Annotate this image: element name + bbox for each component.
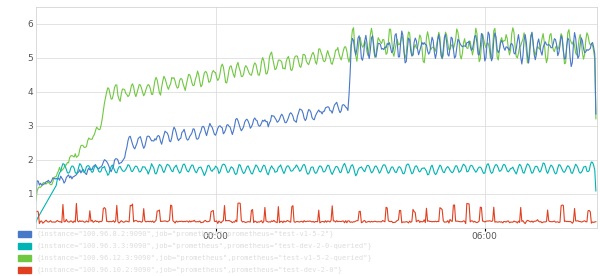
Text: {instance="100.96.12.3:9090",job="prometheus",prometheus="test-v1-5-2-queried"}: {instance="100.96.12.3:9090",job="promet… (36, 254, 372, 261)
Bar (17, 255, 31, 261)
Bar (17, 243, 31, 249)
Text: {instance="100.96.10.2:9090",job="prometheus",prometheus="test-dev-2-0"}: {instance="100.96.10.2:9090",job="promet… (36, 267, 342, 273)
Text: {instance="100.96.8.2:9090",job="prometheus",prometheus="test-v1-5-2"}: {instance="100.96.8.2:9090",job="prometh… (36, 230, 334, 237)
Text: {instance="100.96.3.3:9090",job="prometheus",prometheus="test-dev-2-0-queried"}: {instance="100.96.3.3:9090",job="prometh… (36, 242, 372, 249)
Bar (17, 231, 31, 237)
Bar (17, 267, 31, 273)
